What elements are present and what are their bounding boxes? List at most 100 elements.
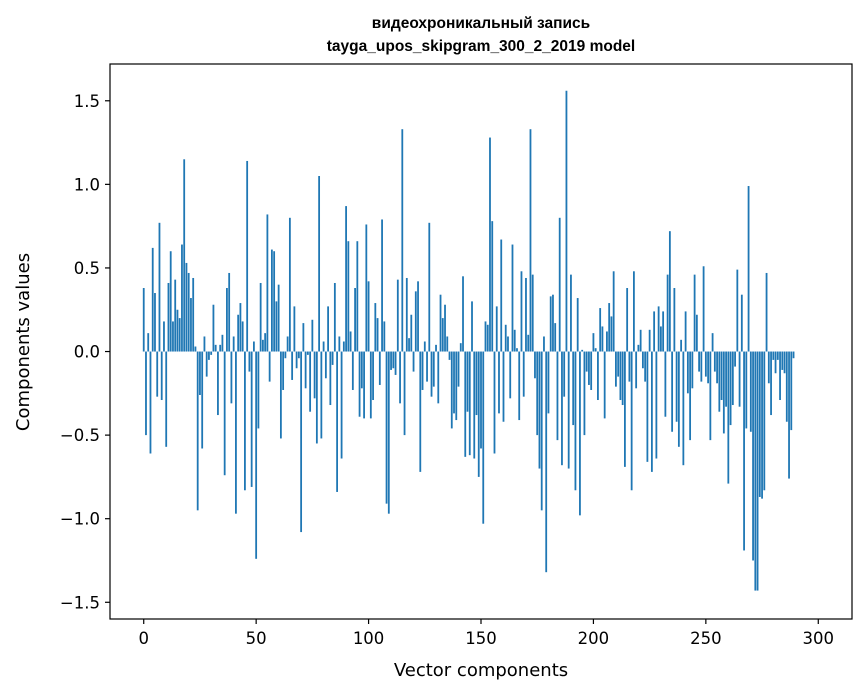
bar-220 <box>637 344 640 352</box>
bar-62 <box>282 351 285 390</box>
bar-159 <box>500 239 503 352</box>
bar-67 <box>293 306 296 352</box>
bar-178 <box>543 336 545 352</box>
y-tick-label: 0.5 <box>74 259 100 278</box>
bar-127 <box>428 222 431 352</box>
bar-268 <box>745 351 748 429</box>
bar-91 <box>347 241 350 352</box>
bar-13 <box>172 321 174 352</box>
bar-48 <box>250 351 253 487</box>
bar-126 <box>426 351 428 382</box>
bar-287 <box>788 351 790 479</box>
bar-137 <box>450 351 453 429</box>
bar-139 <box>455 351 458 421</box>
bar-173 <box>531 274 534 352</box>
bar-89 <box>342 341 345 352</box>
bar-57 <box>270 249 273 352</box>
bar-68 <box>295 351 298 369</box>
bar-54 <box>264 333 267 352</box>
bar-240 <box>682 351 685 466</box>
bar-194 <box>579 351 581 516</box>
bar-263 <box>734 351 736 367</box>
bar-264 <box>736 269 739 352</box>
bar-160 <box>502 351 505 422</box>
bar-181 <box>549 296 552 352</box>
x-tick-label: 0 <box>138 629 149 648</box>
bar-71 <box>302 323 305 352</box>
bar-130 <box>435 344 437 352</box>
bar-83 <box>329 351 332 406</box>
bar-219 <box>635 351 638 389</box>
bar-82 <box>327 306 329 352</box>
bars-group <box>142 90 795 591</box>
bar-4 <box>151 247 154 352</box>
bar-124 <box>421 351 424 390</box>
bar-235 <box>671 351 674 432</box>
bar-2 <box>147 333 150 352</box>
bar-207 <box>608 303 611 352</box>
bar-121 <box>414 291 417 352</box>
bar-36 <box>223 351 226 476</box>
bar-248 <box>700 351 703 382</box>
bar-284 <box>781 351 784 370</box>
bar-227 <box>653 311 656 352</box>
bar-64 <box>286 336 289 352</box>
bar-183 <box>554 323 557 352</box>
bar-76 <box>313 351 316 399</box>
bar-51 <box>257 351 260 429</box>
bar-39 <box>230 351 233 404</box>
bar-12 <box>169 251 172 352</box>
bar-141 <box>459 343 462 352</box>
bar-149 <box>477 351 480 477</box>
bar-282 <box>776 351 779 360</box>
bar-150 <box>480 351 482 449</box>
bar-133 <box>441 318 444 352</box>
bar-113 <box>396 279 399 352</box>
bar-286 <box>785 351 788 422</box>
bar-6 <box>156 351 159 397</box>
bar-190 <box>570 274 572 352</box>
bar-230 <box>659 326 662 352</box>
bar-228 <box>655 351 658 459</box>
bar-180 <box>547 351 550 414</box>
chart-title-line-1: видеохроникальный запись <box>372 15 590 32</box>
bar-184 <box>556 351 559 441</box>
bar-272 <box>754 351 757 591</box>
bar-166 <box>516 348 518 352</box>
bar-93 <box>351 351 354 390</box>
bar-100 <box>367 281 370 352</box>
bar-1 <box>145 351 147 436</box>
bar-239 <box>680 339 683 352</box>
bar-241 <box>684 311 687 352</box>
bar-28 <box>205 351 208 377</box>
bar-104 <box>376 318 379 352</box>
bar-171 <box>527 334 530 352</box>
x-tick-label: 300 <box>803 629 835 648</box>
bar-144 <box>466 351 469 412</box>
y-tick-label: −0.5 <box>60 426 100 445</box>
bar-55 <box>266 214 269 352</box>
bar-164 <box>511 244 514 352</box>
bar-49 <box>253 341 255 352</box>
x-tick-label: 150 <box>465 629 497 648</box>
bar-107 <box>383 321 386 352</box>
bar-118 <box>408 338 410 352</box>
bar-188 <box>565 90 568 352</box>
bar-14 <box>174 279 177 352</box>
bar-271 <box>752 351 754 561</box>
bar-250 <box>704 351 707 377</box>
bar-189 <box>567 351 570 469</box>
chart-title: видеохроникальный запись tayga_upos_skip… <box>327 15 635 55</box>
bar-225 <box>648 329 651 352</box>
bar-170 <box>525 277 527 352</box>
bar-86 <box>336 351 338 492</box>
bar-273 <box>756 351 759 591</box>
bar-33 <box>217 351 219 416</box>
bar-32 <box>214 344 217 352</box>
bar-108 <box>385 351 388 504</box>
bar-200 <box>592 333 595 352</box>
bar-78 <box>318 176 321 352</box>
bar-46 <box>246 160 249 352</box>
bar-211 <box>617 351 620 377</box>
bar-19 <box>185 262 188 352</box>
